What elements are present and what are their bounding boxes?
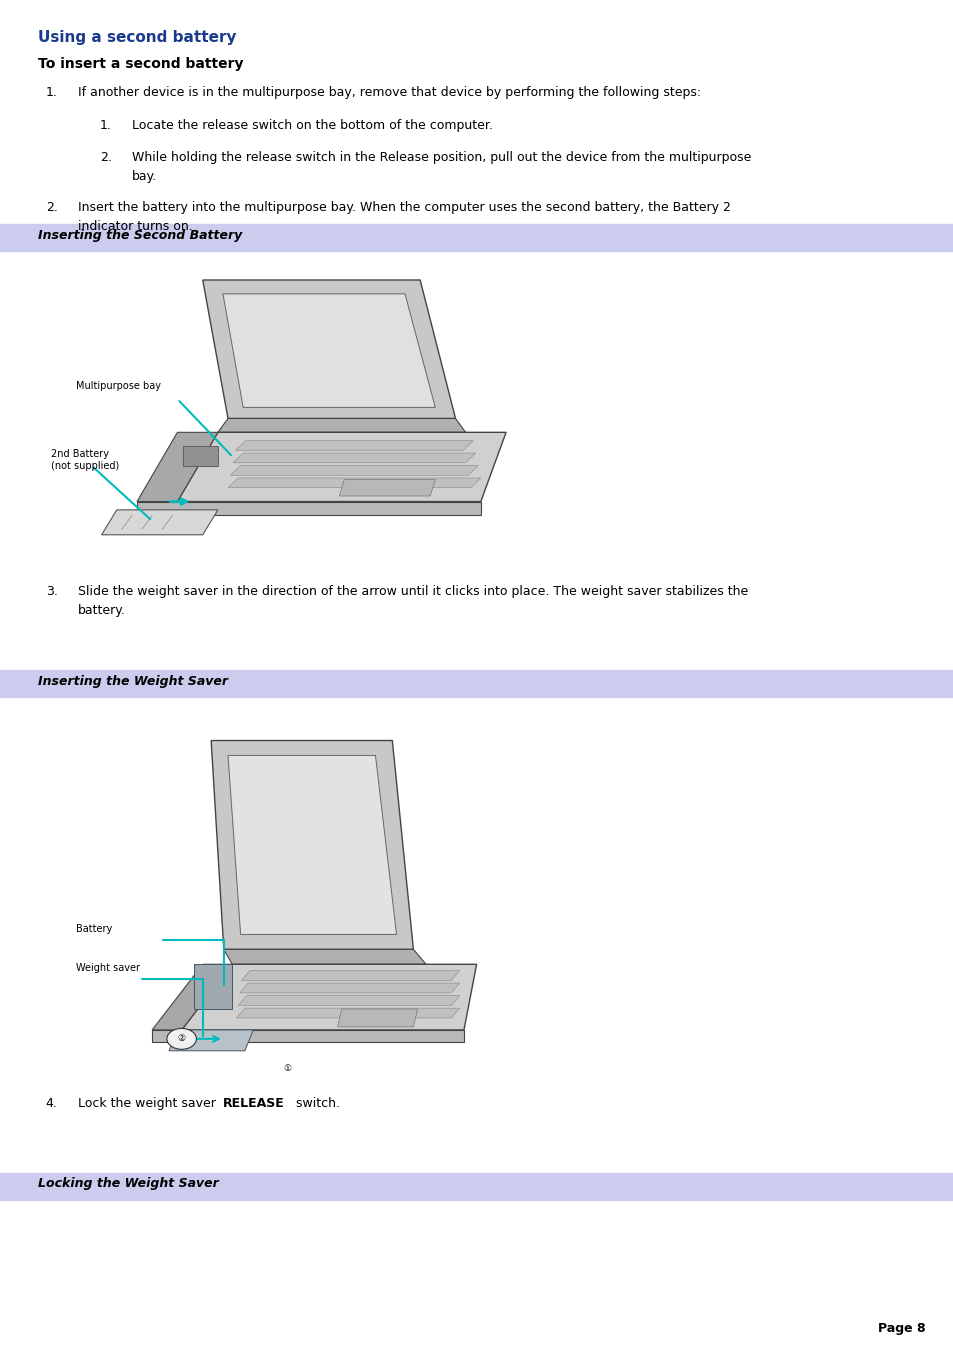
Polygon shape — [182, 446, 217, 466]
Polygon shape — [202, 280, 456, 419]
Polygon shape — [339, 480, 435, 496]
Text: Locking the Weight Saver: Locking the Weight Saver — [38, 1177, 218, 1190]
Text: Insert the battery into the multipurpose bay. When the computer uses the second : Insert the battery into the multipurpose… — [78, 201, 730, 215]
Text: 3.: 3. — [46, 585, 57, 598]
Polygon shape — [169, 1029, 253, 1051]
Text: 1.: 1. — [46, 86, 57, 100]
Text: switch.: switch. — [292, 1097, 339, 1111]
Text: If another device is in the multipurpose bay, remove that device by performing t: If another device is in the multipurpose… — [78, 86, 700, 100]
Polygon shape — [137, 432, 217, 501]
Text: 1.: 1. — [100, 119, 112, 132]
Text: To insert a second battery: To insert a second battery — [38, 57, 243, 70]
Polygon shape — [239, 984, 459, 993]
Polygon shape — [228, 478, 480, 488]
Bar — [0, 670, 953, 697]
Text: Locate the release switch on the bottom of the computer.: Locate the release switch on the bottom … — [132, 119, 492, 132]
Polygon shape — [337, 1009, 417, 1027]
Bar — [0, 1173, 953, 1200]
Bar — [0, 224, 953, 251]
Circle shape — [271, 1058, 303, 1079]
Text: Using a second battery: Using a second battery — [38, 30, 236, 45]
Text: Weight saver: Weight saver — [76, 963, 140, 973]
Text: indicator turns on.: indicator turns on. — [78, 220, 193, 234]
Text: Inserting the Weight Saver: Inserting the Weight Saver — [38, 674, 228, 688]
Polygon shape — [211, 740, 413, 950]
Polygon shape — [152, 1029, 463, 1042]
Text: Battery: Battery — [76, 924, 112, 935]
Polygon shape — [233, 453, 476, 463]
Text: ②: ② — [177, 1035, 186, 1043]
Text: 2nd Battery
(not supplied): 2nd Battery (not supplied) — [51, 450, 119, 470]
Polygon shape — [181, 965, 476, 1029]
Polygon shape — [231, 466, 477, 476]
Text: 2.: 2. — [46, 201, 57, 215]
Polygon shape — [228, 755, 396, 935]
Text: ①: ① — [283, 1065, 291, 1073]
Polygon shape — [238, 996, 459, 1005]
Text: Page 8: Page 8 — [877, 1321, 924, 1335]
Text: 2.: 2. — [100, 151, 112, 165]
Text: bay.: bay. — [132, 170, 156, 184]
Polygon shape — [102, 509, 217, 535]
Text: 4.: 4. — [46, 1097, 57, 1111]
Circle shape — [167, 1028, 196, 1050]
Polygon shape — [224, 950, 426, 965]
Polygon shape — [236, 1008, 459, 1019]
Text: RELEASE: RELEASE — [223, 1097, 285, 1111]
Polygon shape — [235, 440, 473, 450]
Text: battery.: battery. — [78, 604, 126, 617]
Text: While holding the release switch in the Release position, pull out the device fr: While holding the release switch in the … — [132, 151, 750, 165]
Text: Lock the weight saver: Lock the weight saver — [78, 1097, 220, 1111]
Text: Slide the weight saver in the direction of the arrow until it clicks into place.: Slide the weight saver in the direction … — [78, 585, 748, 598]
Polygon shape — [223, 295, 435, 408]
Polygon shape — [137, 501, 480, 516]
Polygon shape — [241, 970, 459, 981]
Text: Inserting the Second Battery: Inserting the Second Battery — [38, 228, 242, 242]
Polygon shape — [217, 419, 465, 432]
Text: Multipurpose bay: Multipurpose bay — [76, 381, 161, 390]
Polygon shape — [152, 965, 232, 1029]
Polygon shape — [177, 432, 505, 501]
Polygon shape — [194, 965, 232, 1009]
